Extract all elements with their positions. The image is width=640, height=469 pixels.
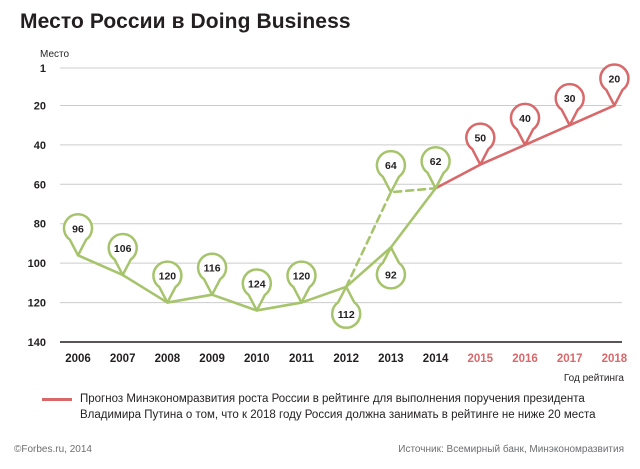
y-tick-label: 120 bbox=[28, 298, 46, 310]
data-label: 50 bbox=[474, 133, 486, 145]
data-label: 116 bbox=[204, 263, 221, 275]
x-tick-label: 2011 bbox=[289, 353, 315, 365]
data-marker bbox=[152, 260, 183, 304]
data-marker bbox=[330, 285, 362, 329]
data-marker bbox=[554, 82, 585, 127]
y-tick-label: 100 bbox=[28, 258, 46, 270]
y-tick-label: 140 bbox=[28, 337, 46, 349]
legend-label-forecast: Прогноз Минэкономразвития роста России в… bbox=[80, 393, 596, 421]
data-marker bbox=[420, 146, 451, 190]
y-axis-title: Место bbox=[40, 49, 69, 60]
data-label: 106 bbox=[114, 243, 132, 255]
x-tick-label: 2017 bbox=[557, 353, 583, 365]
x-tick-label: 2006 bbox=[65, 353, 91, 365]
x-tick-label: 2013 bbox=[378, 353, 404, 365]
y-tick-label: 20 bbox=[34, 100, 46, 112]
data-marker bbox=[509, 102, 541, 147]
x-axis-title: Год рейтинга bbox=[564, 373, 625, 384]
y-tick-label: 60 bbox=[34, 179, 46, 191]
series-line-1 bbox=[344, 186, 437, 289]
data-marker bbox=[599, 63, 630, 107]
footer-source: Источник: Всемирный банк, Минэкономразви… bbox=[398, 444, 624, 455]
data-label: 112 bbox=[338, 309, 355, 321]
chart-title: Место России в Doing Business bbox=[20, 10, 351, 33]
data-label: 40 bbox=[519, 113, 531, 125]
data-label: 64 bbox=[385, 160, 397, 172]
data-label: 120 bbox=[293, 271, 311, 283]
x-tick-label: 2015 bbox=[468, 353, 494, 365]
data-marker bbox=[375, 150, 407, 194]
footer-copyright: ©Forbes.ru, 2014 bbox=[14, 444, 92, 455]
y-tick-label: 80 bbox=[34, 219, 46, 231]
x-tick-label: 2007 bbox=[110, 353, 136, 365]
y-tick-label: 1 bbox=[40, 63, 46, 75]
data-label: 62 bbox=[430, 156, 442, 168]
x-tick-label: 2016 bbox=[512, 353, 538, 365]
x-tick-label: 2009 bbox=[199, 353, 225, 365]
data-marker bbox=[286, 260, 317, 304]
data-label: 96 bbox=[72, 223, 84, 235]
y-tick-label: 40 bbox=[34, 140, 46, 152]
data-marker bbox=[375, 246, 407, 290]
data-label: 30 bbox=[564, 93, 576, 105]
data-marker bbox=[107, 232, 138, 277]
data-label: 120 bbox=[159, 271, 177, 283]
x-tick-label: 2010 bbox=[244, 353, 270, 365]
data-marker bbox=[465, 122, 496, 166]
data-label: 92 bbox=[385, 269, 397, 281]
x-tick-label: 2012 bbox=[333, 353, 359, 365]
x-tick-label: 2018 bbox=[602, 353, 628, 365]
data-marker bbox=[196, 252, 228, 296]
data-marker bbox=[62, 213, 94, 257]
data-label: 124 bbox=[248, 278, 266, 290]
x-tick-label: 2014 bbox=[423, 353, 449, 365]
data-label: 20 bbox=[609, 73, 621, 85]
data-marker bbox=[241, 268, 273, 312]
legend-swatch-forecast bbox=[42, 398, 72, 401]
x-tick-label: 2008 bbox=[155, 353, 181, 365]
